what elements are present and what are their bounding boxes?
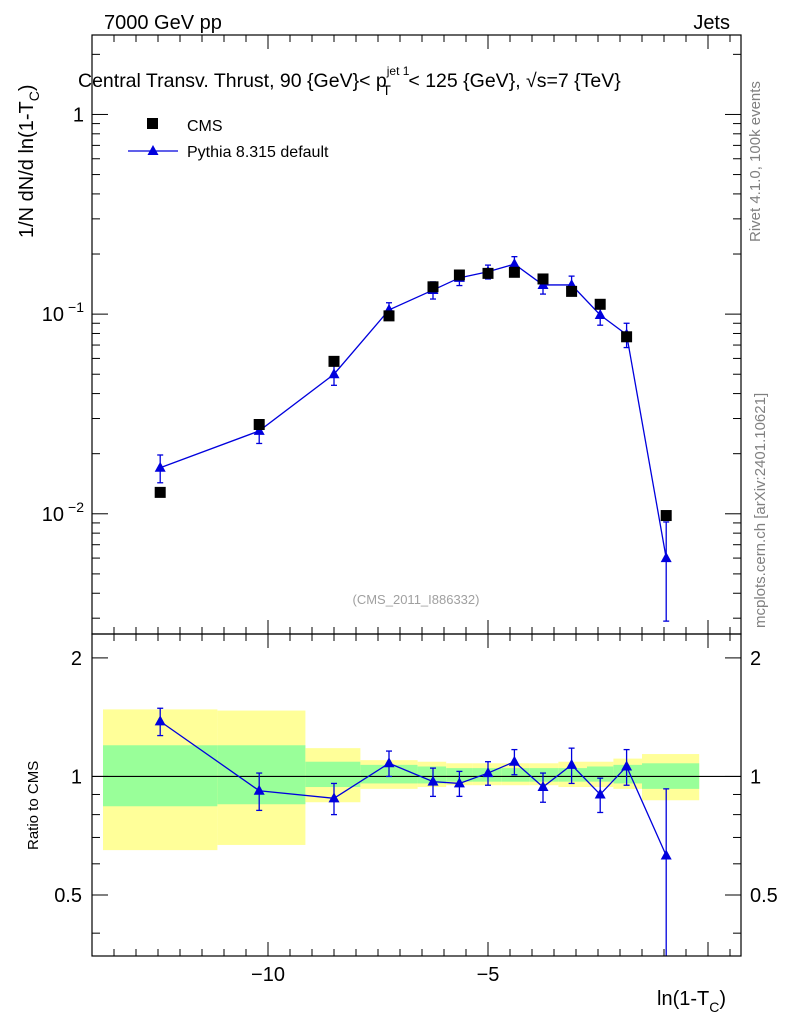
ratio-tick-label-right: 0.5	[750, 885, 778, 907]
legend-cms-marker	[147, 118, 158, 129]
cms-point	[537, 273, 549, 285]
ratio-point	[594, 788, 606, 799]
ratio-point	[453, 777, 465, 788]
ratio-y-label: Ratio to CMS	[25, 761, 42, 850]
ratio-point	[253, 784, 265, 795]
cms-point	[427, 281, 439, 293]
cms-point	[383, 310, 395, 322]
ratio-bands	[103, 709, 700, 851]
ratio-tick-label-left: 0.5	[54, 885, 82, 907]
y-tick-label: 10	[42, 504, 64, 526]
cms-point	[566, 285, 578, 297]
ratio-point	[383, 757, 395, 768]
cms-point	[154, 486, 166, 498]
y-tick-label: 10	[42, 304, 64, 326]
legend-cms-label: CMS	[187, 118, 223, 135]
legend-mc-marker	[147, 145, 159, 155]
cms-point	[621, 331, 633, 343]
cms-point	[594, 298, 606, 310]
band-inner-0	[103, 745, 218, 807]
title-suffix: < 125 {GeV}, √s=7 {TeV}	[403, 70, 621, 92]
cms-point	[253, 419, 265, 431]
mc-line	[159, 263, 667, 559]
y-tick-exponent: −2	[68, 499, 84, 515]
ratio-point	[154, 715, 166, 726]
ratio-point	[427, 775, 439, 786]
ratio-tick-label-left: 2	[71, 648, 82, 670]
cms-point	[660, 510, 672, 522]
ratio-point	[508, 755, 520, 766]
header-left: 7000 GeV pp	[104, 12, 222, 34]
main-plot	[154, 256, 672, 622]
ratio-tick-label-left: 1	[71, 766, 82, 788]
analysis-watermark: (CMS_2011_I886332)	[353, 592, 480, 607]
mc-point	[508, 258, 520, 269]
ratio-point	[566, 758, 578, 769]
y-tick-label: 1	[73, 104, 84, 126]
title-sub: T	[382, 82, 391, 98]
y-axis-label: 1/N dN/d ln(1-TC)	[16, 84, 42, 238]
x-tick-label: −5	[477, 964, 500, 986]
ratio-point	[660, 849, 672, 860]
mc-point	[594, 308, 606, 319]
cms-point	[482, 267, 494, 279]
ratio-point	[621, 760, 633, 771]
band-inner-4	[417, 766, 447, 784]
ratio-point	[537, 781, 549, 792]
mc-point	[154, 461, 166, 472]
cms-point	[453, 269, 465, 281]
ratio-point	[328, 792, 340, 803]
mcplots-label: mcplots.cern.ch [arXiv:2401.10621]	[752, 393, 769, 628]
band-inner-1	[217, 745, 306, 805]
header-right: Jets	[693, 12, 730, 34]
x-axis-label: ln(1-TC)	[657, 988, 726, 1015]
axes: −10 −510 −210 −110.5 0.51 12 2	[42, 34, 778, 986]
rivet-label: Rivet 4.1.0, 100k events	[747, 81, 764, 242]
ratio-point	[482, 767, 494, 778]
cms-point	[328, 355, 340, 367]
title-prefix: Central Transv. Thrust, 90 {GeV}< p	[78, 70, 387, 92]
ratio-frame	[91, 633, 742, 957]
ratio-tick-label-right: 1	[750, 766, 761, 788]
ratio-plot	[92, 707, 741, 956]
y-tick-exponent: −1	[68, 299, 84, 315]
legend-mc-label: Pythia 8.315 default	[187, 144, 329, 161]
band-inner-10	[587, 766, 614, 782]
ratio-tick-label-right: 2	[750, 648, 761, 670]
mc-point	[328, 368, 340, 379]
cms-point	[508, 266, 520, 278]
mc-point	[660, 552, 672, 563]
plot-title: Central Transv. Thrust, 90 {GeV}< pjet 1…	[78, 64, 621, 98]
title-sup: jet 1	[386, 64, 410, 78]
band-inner-9	[558, 768, 587, 782]
x-tick-label: −10	[251, 964, 285, 986]
band-inner-8	[529, 768, 559, 782]
band-inner-11	[613, 764, 642, 784]
legend: CMS Pythia 8.315 default	[128, 118, 329, 161]
